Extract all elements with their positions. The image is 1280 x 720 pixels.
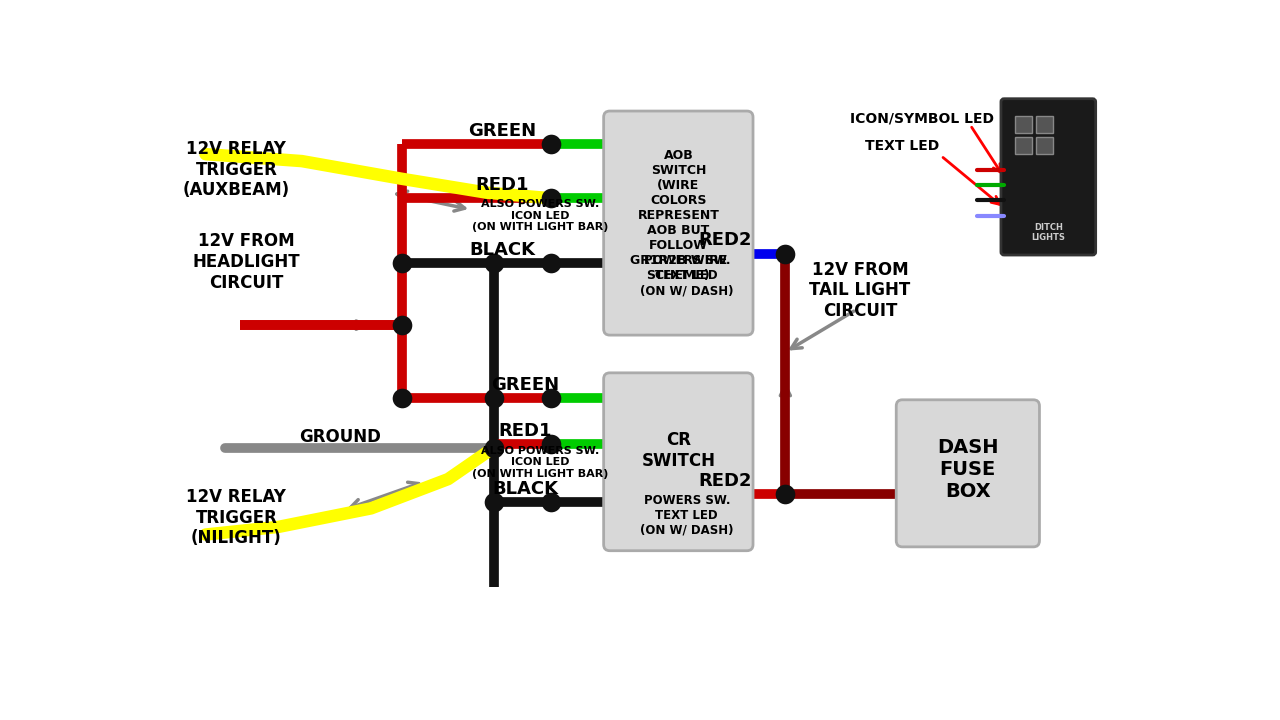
Point <box>540 192 561 204</box>
Text: TEXT LED: TEXT LED <box>865 140 940 153</box>
Point <box>540 258 561 269</box>
Text: DASH
FUSE
BOX: DASH FUSE BOX <box>937 438 998 501</box>
FancyBboxPatch shape <box>604 373 753 551</box>
Point <box>484 392 504 404</box>
Text: RED1: RED1 <box>475 176 529 194</box>
Text: CR
SWITCH: CR SWITCH <box>641 431 716 470</box>
Point <box>776 489 796 500</box>
Point <box>392 320 412 331</box>
FancyBboxPatch shape <box>604 111 753 335</box>
Text: BLACK: BLACK <box>492 480 558 498</box>
Text: RED2: RED2 <box>699 472 751 490</box>
Text: POWERS SW.
TEXT LED
(ON W/ DASH): POWERS SW. TEXT LED (ON W/ DASH) <box>640 494 733 537</box>
Text: RED1: RED1 <box>498 423 552 441</box>
Bar <box>1037 138 1053 154</box>
Bar <box>1037 116 1053 132</box>
Text: RED2: RED2 <box>699 231 751 249</box>
Text: ICON/SYMBOL LED: ICON/SYMBOL LED <box>850 112 993 126</box>
Text: ALSO POWERS SW.
ICON LED
(ON WITH LIGHT BAR): ALSO POWERS SW. ICON LED (ON WITH LIGHT … <box>472 199 609 233</box>
Text: GREEN: GREEN <box>492 376 559 394</box>
Text: DITCH
LIGHTS: DITCH LIGHTS <box>1032 223 1065 243</box>
Text: 12V FROM
TAIL LIGHT
CIRCUIT: 12V FROM TAIL LIGHT CIRCUIT <box>809 261 910 320</box>
Text: 12V RELAY
TRIGGER
(NILIGHT): 12V RELAY TRIGGER (NILIGHT) <box>187 487 287 547</box>
Text: 12V FROM
HEADLIGHT
CIRCUIT: 12V FROM HEADLIGHT CIRCUIT <box>192 232 301 292</box>
FancyBboxPatch shape <box>1001 99 1096 255</box>
Bar <box>1015 116 1032 132</box>
Point <box>484 258 504 269</box>
Point <box>540 496 561 508</box>
Text: GREEN: GREEN <box>468 122 536 140</box>
Bar <box>1015 138 1032 154</box>
Text: BLACK: BLACK <box>468 241 535 259</box>
Text: ALSO POWERS SW.
ICON LED
(ON WITH LIGHT BAR): ALSO POWERS SW. ICON LED (ON WITH LIGHT … <box>472 446 609 479</box>
Text: GROUND: GROUND <box>300 428 381 446</box>
Point <box>484 443 504 454</box>
Point <box>776 248 796 260</box>
Text: POWERS SW.
TEXT LED
(ON W/ DASH): POWERS SW. TEXT LED (ON W/ DASH) <box>640 254 733 297</box>
Point <box>540 438 561 450</box>
Point <box>392 258 412 269</box>
Point <box>392 392 412 404</box>
Point <box>540 138 561 150</box>
Text: 12V RELAY
TRIGGER
(AUXBEAM): 12V RELAY TRIGGER (AUXBEAM) <box>183 140 289 199</box>
Point <box>540 392 561 404</box>
Text: AOB
SWITCH
(WIRE
COLORS
REPRESENT
AOB BUT
FOLLOW
GR1R2B WIRE
SCHEME): AOB SWITCH (WIRE COLORS REPRESENT AOB BU… <box>630 149 727 282</box>
Point <box>484 496 504 508</box>
FancyBboxPatch shape <box>896 400 1039 547</box>
